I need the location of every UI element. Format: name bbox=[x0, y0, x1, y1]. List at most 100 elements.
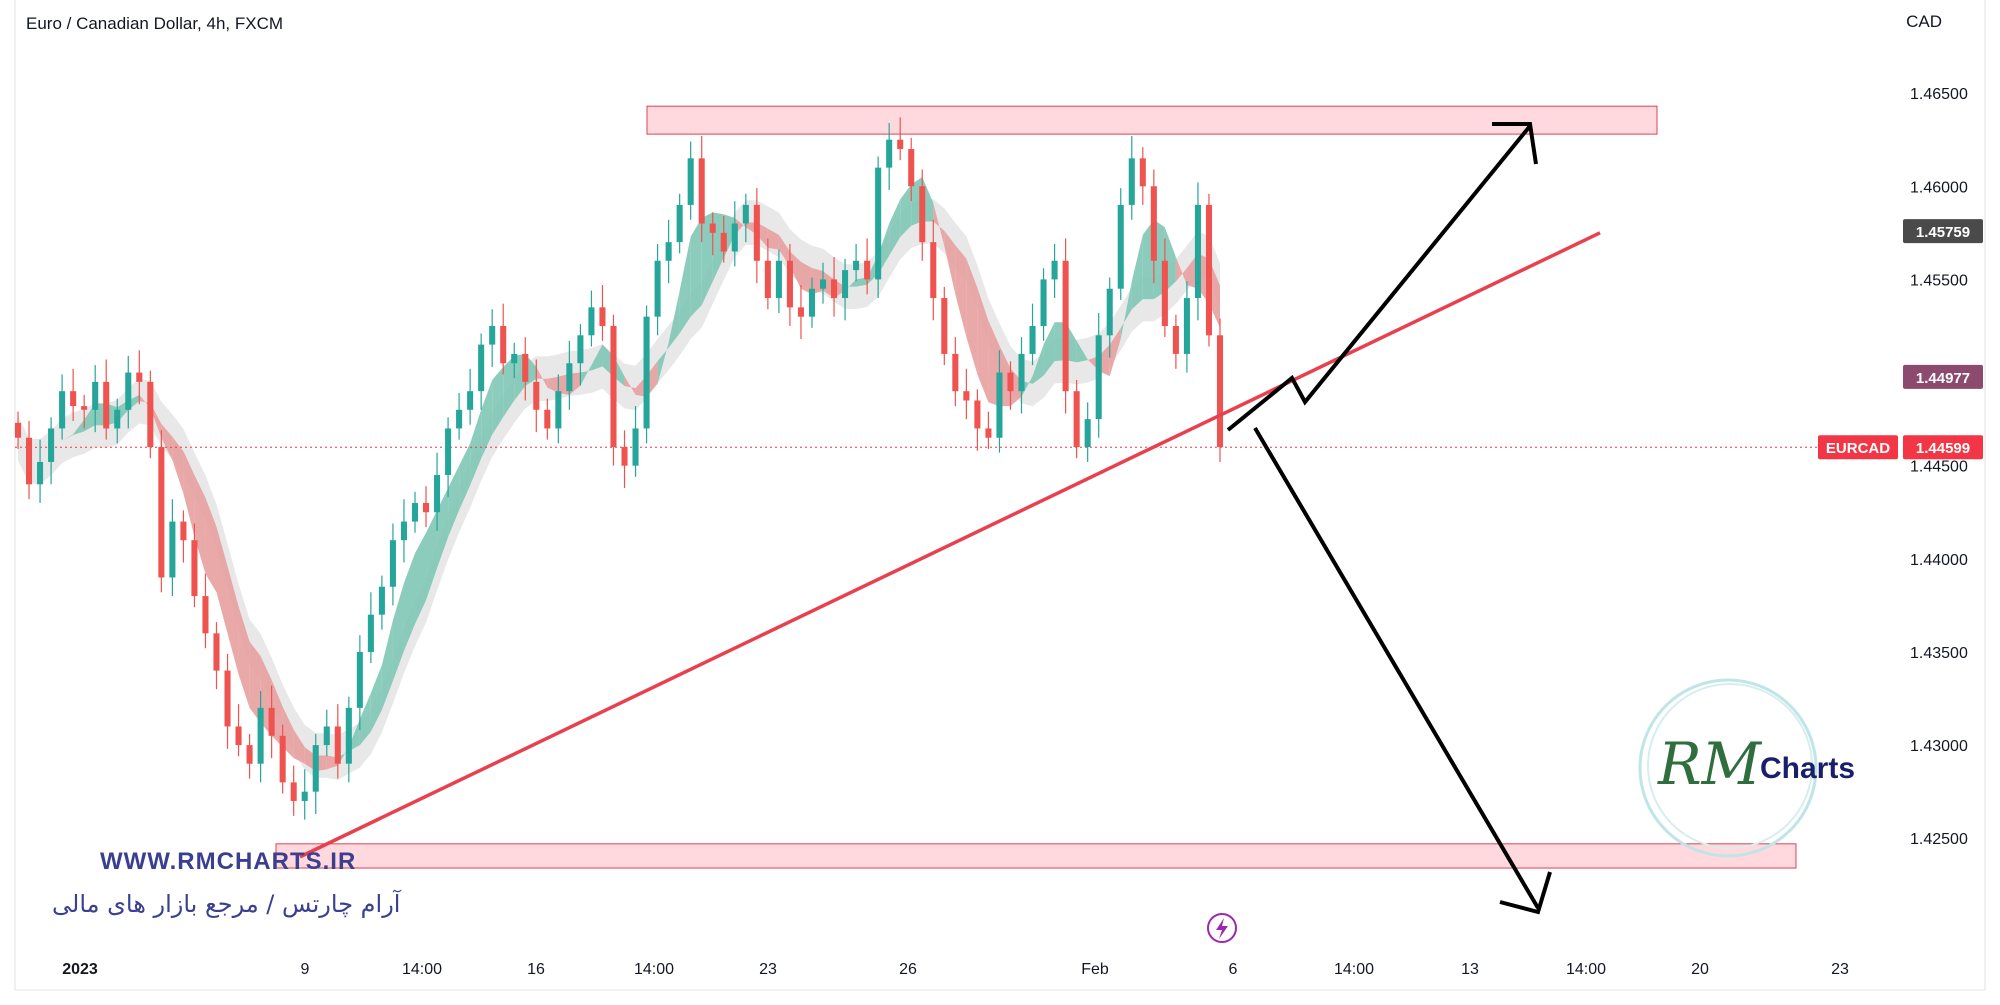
x-tick-label: 14:00 bbox=[1334, 961, 1374, 978]
candle-body bbox=[1195, 205, 1201, 298]
candle-body bbox=[434, 475, 440, 512]
price-badge: 1.44977 bbox=[1903, 365, 1983, 389]
candle bbox=[599, 285, 605, 341]
candle bbox=[1173, 315, 1179, 369]
candle-body bbox=[919, 186, 925, 242]
candle-body bbox=[688, 158, 694, 205]
candle-body bbox=[291, 782, 297, 801]
ribbon-segment bbox=[955, 245, 966, 337]
price-badge: 1.45759 bbox=[1903, 219, 1983, 243]
candle bbox=[1052, 244, 1058, 298]
candle-body bbox=[1063, 261, 1069, 391]
candle-body bbox=[776, 261, 782, 298]
candle bbox=[1029, 304, 1035, 365]
candle-body bbox=[48, 428, 54, 462]
candle-body bbox=[809, 289, 815, 317]
candle-body bbox=[941, 298, 947, 354]
candle-body bbox=[952, 354, 958, 391]
candle-body bbox=[522, 354, 528, 382]
candle bbox=[798, 285, 804, 339]
candle-body bbox=[996, 373, 1002, 438]
resistance-zone bbox=[647, 106, 1657, 134]
price-badge: 1.44599 EURCAD bbox=[1818, 435, 1983, 459]
candle bbox=[147, 371, 153, 459]
candle-body bbox=[897, 140, 903, 149]
candle bbox=[368, 592, 374, 663]
candle-body bbox=[599, 307, 605, 326]
candle-body bbox=[1029, 326, 1035, 354]
candle bbox=[423, 486, 429, 527]
candle-body bbox=[765, 261, 771, 298]
price-badge-value: 1.45759 bbox=[1916, 224, 1970, 241]
candle-body bbox=[269, 708, 275, 736]
candle-body bbox=[721, 233, 727, 252]
candle-body bbox=[258, 708, 264, 764]
candle bbox=[158, 430, 164, 592]
candle-body bbox=[26, 438, 32, 485]
candle bbox=[103, 360, 109, 440]
candle bbox=[1041, 268, 1047, 341]
candle bbox=[1085, 402, 1091, 462]
candle-body bbox=[842, 270, 848, 298]
candle bbox=[677, 194, 683, 254]
candle bbox=[1195, 183, 1201, 321]
candle bbox=[974, 389, 980, 450]
candle-body bbox=[500, 326, 506, 363]
bearish-arrowhead bbox=[1500, 872, 1550, 912]
y-tick-label: 1.45500 bbox=[1910, 272, 1968, 289]
candle bbox=[875, 156, 881, 298]
candle-body bbox=[125, 373, 131, 410]
candle-body bbox=[588, 307, 594, 335]
candle bbox=[401, 499, 407, 562]
candle-body bbox=[357, 652, 363, 708]
symbol-title[interactable]: Euro / Canadian Dollar, 4h, FXCM bbox=[26, 14, 283, 34]
candle-body bbox=[59, 391, 65, 428]
candle-body bbox=[1140, 158, 1146, 186]
candle-body bbox=[92, 382, 98, 410]
y-tick-label: 1.44500 bbox=[1910, 459, 1968, 476]
candle-body bbox=[324, 726, 330, 745]
candle-body bbox=[335, 726, 341, 763]
candle-body bbox=[1118, 205, 1124, 289]
candle bbox=[666, 220, 672, 283]
candle bbox=[1184, 281, 1190, 372]
candle-body bbox=[401, 522, 407, 541]
candle bbox=[412, 492, 418, 533]
ribbon-segment bbox=[691, 218, 702, 317]
candle-body bbox=[908, 149, 914, 186]
candle bbox=[180, 510, 186, 562]
y-tick-label: 1.43000 bbox=[1910, 738, 1968, 755]
candle bbox=[1074, 380, 1080, 458]
candle-body bbox=[280, 736, 286, 783]
candle-body bbox=[699, 158, 705, 223]
candle-body bbox=[1129, 158, 1135, 205]
x-tick-label: 14:00 bbox=[402, 961, 442, 978]
candle-body bbox=[732, 224, 738, 252]
candle-body bbox=[798, 307, 804, 316]
candle-body bbox=[677, 205, 683, 242]
candle bbox=[500, 304, 506, 375]
symbol-badge-label: EURCAD bbox=[1826, 440, 1890, 457]
x-tick-label: 9 bbox=[301, 961, 310, 978]
x-tick-label: 14:00 bbox=[634, 961, 674, 978]
currency-label: CAD bbox=[1906, 12, 1942, 32]
candle bbox=[1063, 238, 1069, 413]
x-tick-label: 6 bbox=[1229, 961, 1238, 978]
candle bbox=[467, 369, 473, 425]
candle-body bbox=[114, 410, 120, 429]
x-tick-label: 23 bbox=[759, 961, 777, 978]
candle-body bbox=[169, 522, 175, 578]
candle-body bbox=[621, 447, 627, 466]
y-tick-label: 1.44000 bbox=[1910, 552, 1968, 569]
candle-body bbox=[1085, 419, 1091, 447]
candle-body bbox=[555, 391, 561, 428]
candle-body bbox=[655, 261, 661, 317]
candle bbox=[1118, 188, 1124, 300]
bearish-projection-arrow bbox=[1255, 428, 1538, 908]
candle-body bbox=[70, 391, 76, 406]
price-badge-value: 1.44599 bbox=[1916, 440, 1970, 457]
y-tick-label: 1.43500 bbox=[1910, 645, 1968, 662]
candle bbox=[224, 654, 230, 749]
candle-body bbox=[390, 540, 396, 587]
candle-body bbox=[853, 261, 859, 270]
